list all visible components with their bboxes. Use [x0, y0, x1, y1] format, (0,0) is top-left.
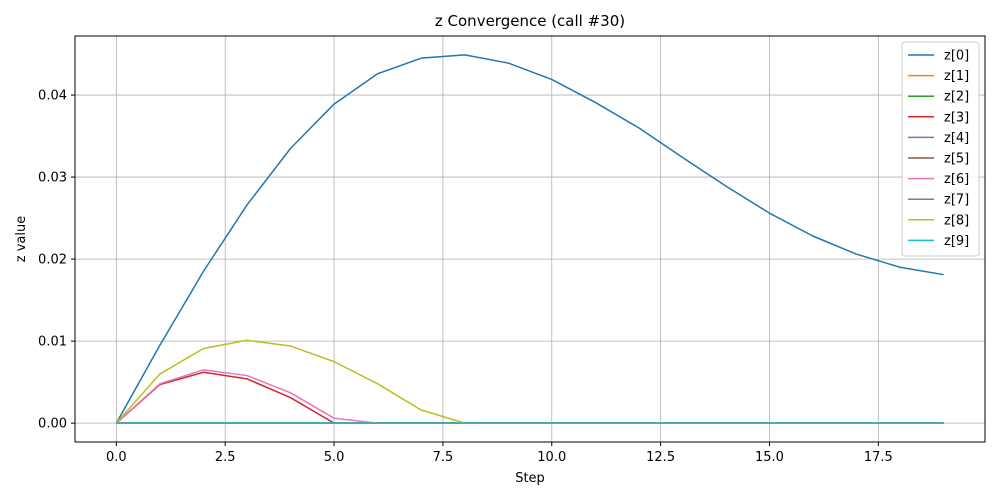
chart-title: z Convergence (call #30)	[435, 12, 625, 30]
x-tick-label: 15.0	[755, 450, 784, 465]
legend-label: z[8]	[944, 213, 969, 228]
x-tick-label: 12.5	[646, 450, 675, 465]
series-line-z0	[115, 54, 944, 424]
legend-label: z[1]	[944, 69, 969, 84]
y-axis-label: z value	[14, 216, 29, 262]
legend-label: z[2]	[944, 90, 969, 105]
series-lines	[115, 54, 944, 424]
x-tick-label: 17.5	[864, 450, 893, 465]
legend-label: z[5]	[944, 152, 969, 167]
y-tick-label: 0.00	[38, 417, 67, 432]
x-axis-label: Step	[515, 471, 545, 486]
series-line-z3	[115, 371, 944, 424]
x-tick-label: 5.0	[324, 450, 345, 465]
y-tick-label: 0.01	[38, 335, 67, 350]
x-tick-label: 2.5	[215, 450, 236, 465]
legend-label: z[9]	[944, 234, 969, 249]
y-tick-label: 0.04	[38, 89, 67, 104]
grid	[75, 36, 985, 442]
y-tick-label: 0.03	[38, 171, 67, 186]
legend-label: z[0]	[944, 49, 969, 64]
legend: z[0] z[1] z[2] z[3] z[4] z[5] z[6] z[7] z[8] z[9]	[901, 41, 980, 257]
legend-label: z[4]	[944, 131, 969, 146]
x-tick-label: 7.5	[433, 450, 454, 465]
axis-ticks: 0.0 2.5 5.0 7.5 10.0 12.5 15.0 17.5 0.00 0.01 0.02…	[38, 89, 893, 465]
legend-label: z[7]	[944, 193, 969, 208]
series-line-z8	[115, 339, 944, 424]
y-tick-label: 0.02	[38, 253, 67, 268]
x-tick-label: 10.0	[537, 450, 566, 465]
legend-label: z[6]	[944, 172, 969, 187]
legend-label: z[3]	[944, 110, 969, 125]
x-tick-label: 0.0	[106, 450, 127, 465]
plot-frame	[74, 35, 986, 443]
